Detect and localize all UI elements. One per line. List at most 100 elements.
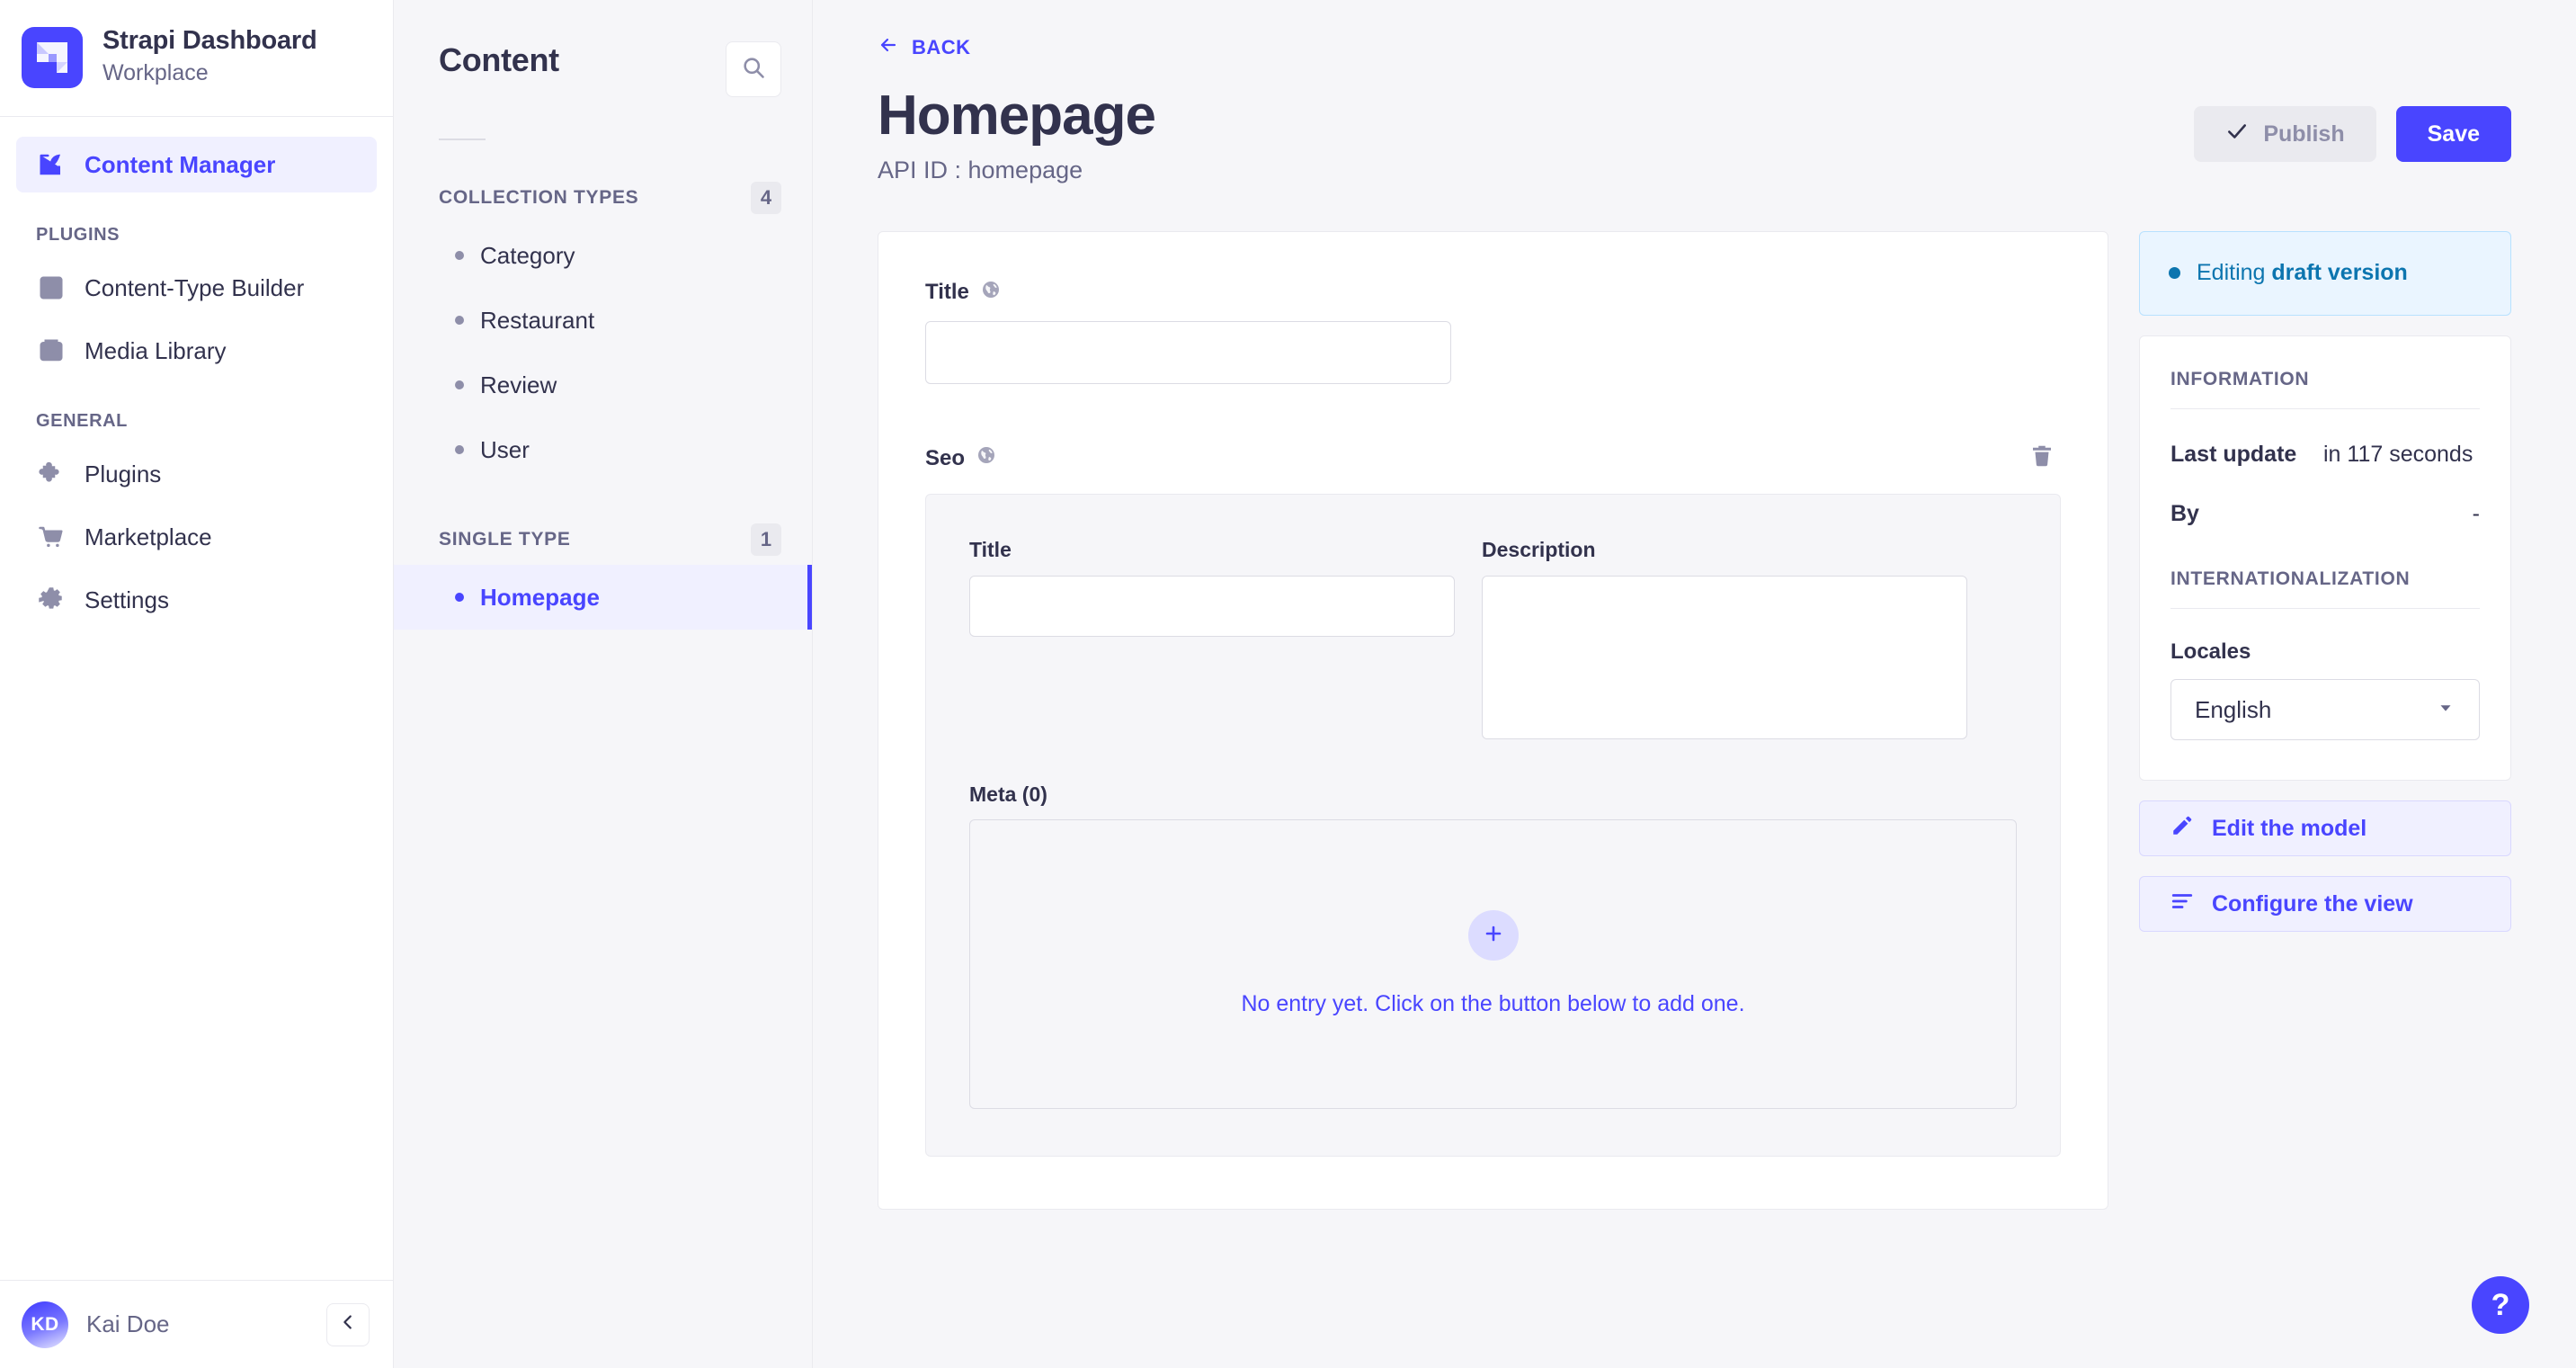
sidebar-item-plugins[interactable]: Plugins	[16, 446, 377, 502]
single-type-count-badge: 1	[751, 523, 781, 556]
user-name: Kai Doe	[86, 1310, 170, 1337]
internationalization-heading: INTERNATIONALIZATION	[2170, 568, 2480, 610]
sidebar-item-settings[interactable]: Settings	[16, 572, 377, 628]
sidebar-item-content-manager[interactable]: Content Manager	[16, 137, 377, 192]
title-label-text: Title	[925, 280, 969, 305]
bullet-icon	[455, 316, 464, 325]
info-row-by: By -	[2170, 499, 2480, 530]
shopping-cart-icon	[36, 522, 67, 552]
avatar[interactable]: KD	[22, 1301, 68, 1348]
rail-button-label: Configure the view	[2212, 890, 2413, 916]
list-item-homepage[interactable]: Homepage	[394, 565, 812, 630]
question-mark-icon: ?	[2491, 1287, 2510, 1322]
seo-description-textarea[interactable]	[1482, 575, 1967, 739]
globe-icon	[976, 444, 997, 472]
page-subtitle: API ID : homepage	[878, 156, 1083, 183]
meta-empty-message: No entry yet. Click on the button below …	[1241, 991, 1745, 1017]
sidebar-collapse-button[interactable]	[326, 1302, 370, 1346]
bullet-icon	[455, 251, 464, 260]
save-button[interactable]: Save	[2395, 106, 2511, 162]
globe-icon	[980, 279, 1002, 307]
draft-prefix: Editing	[2197, 260, 2272, 286]
help-button[interactable]: ?	[2472, 1276, 2529, 1334]
strapi-logo-icon	[22, 26, 83, 88]
chevron-left-icon	[338, 1312, 358, 1337]
seo-fields-row: Title Description	[969, 538, 2017, 739]
info-value: -	[2472, 500, 2480, 526]
publish-label: Publish	[2263, 121, 2345, 147]
group-label: SINGLE TYPE	[439, 529, 571, 550]
collection-types-group-header: COLLECTION TYPES 4	[394, 140, 812, 223]
plus-icon	[1483, 923, 1504, 949]
publish-button[interactable]: Publish	[2194, 106, 2376, 162]
list-item-label: Restaurant	[480, 306, 595, 334]
sidebar-item-marketplace[interactable]: Marketplace	[16, 509, 377, 565]
seo-description-field: Description	[1482, 538, 1967, 739]
seo-title-label: Title	[969, 537, 1012, 561]
feather-icon	[36, 149, 67, 180]
bullet-icon	[455, 380, 464, 389]
gear-icon	[36, 585, 67, 615]
list-item-restaurant[interactable]: Restaurant	[394, 288, 812, 353]
group-label: COLLECTION TYPES	[439, 187, 639, 208]
list-item-label: User	[480, 435, 530, 463]
seo-component-header: Seo	[925, 440, 2061, 478]
brand-title: Strapi Dashboard	[103, 26, 317, 56]
main-content: BACK Homepage API ID : homepage Publish	[813, 0, 2576, 1368]
sidebar-item-label: Plugins	[85, 460, 162, 487]
meta-label: Meta (0)	[969, 782, 1047, 806]
information-card: INFORMATION Last update in 117 seconds B…	[2139, 335, 2511, 782]
trash-icon	[2028, 443, 2055, 474]
rail-button-label: Edit the model	[2212, 815, 2367, 841]
status-badge: Editing draft version	[2197, 260, 2408, 286]
search-button[interactable]	[726, 41, 781, 97]
title-row: Homepage API ID : homepage Publish Save	[878, 85, 2511, 184]
search-icon	[741, 55, 766, 85]
list-item-user[interactable]: User	[394, 417, 812, 482]
arrow-left-icon	[878, 34, 899, 61]
sliders-icon	[2170, 890, 2194, 919]
pencil-icon	[2170, 814, 2194, 844]
entry-sidebar: Editing draft version INFORMATION Last u…	[2139, 230, 2511, 933]
seo-title-input[interactable]	[969, 575, 1455, 637]
sidebar-item-label: Marketplace	[85, 523, 212, 550]
sidebar-item-content-type-builder[interactable]: Content-Type Builder	[16, 260, 377, 316]
save-label: Save	[2427, 121, 2480, 147]
edit-the-model-button[interactable]: Edit the model	[2139, 800, 2511, 857]
sidebar-item-label: Settings	[85, 586, 169, 613]
list-item-label: Category	[480, 241, 575, 269]
list-item-category[interactable]: Category	[394, 223, 812, 288]
list-item-label: Review	[480, 371, 557, 398]
bullet-icon	[455, 593, 464, 602]
panel-divider	[439, 139, 486, 140]
main-sidebar: Strapi Dashboard Workplace Content Manag…	[0, 0, 394, 1368]
seo-description-label: Description	[1482, 537, 1596, 561]
list-item-review[interactable]: Review	[394, 353, 812, 417]
header-actions: Publish Save	[2194, 86, 2511, 162]
page-header: BACK Homepage API ID : homepage Publish	[813, 0, 2576, 184]
back-button[interactable]: BACK	[878, 34, 971, 61]
meta-empty-state: No entry yet. Click on the button below …	[969, 818, 2017, 1109]
puzzle-icon	[36, 459, 67, 489]
editor-layout: Title Seo	[813, 184, 2576, 1210]
sidebar-section-general: GENERAL	[36, 411, 128, 431]
sidebar-item-media-library[interactable]: Media Library	[16, 323, 377, 379]
sidebar-item-label: Media Library	[85, 336, 227, 364]
chevron-down-icon	[2436, 696, 2456, 724]
title-input[interactable]	[925, 320, 1451, 384]
locale-select[interactable]: English	[2170, 679, 2480, 741]
sidebar-nav: Content Manager PLUGINS Content-Type Bui…	[0, 117, 393, 1280]
info-value: in 117 seconds	[2323, 441, 2473, 467]
sidebar-user-area: KD Kai Doe	[0, 1280, 393, 1368]
configure-the-view-button[interactable]: Configure the view	[2139, 876, 2511, 933]
page-title: Homepage	[878, 85, 1156, 147]
info-row-last-update: Last update in 117 seconds	[2170, 440, 2480, 470]
delete-seo-component-button[interactable]	[2023, 440, 2061, 478]
draft-status-banner: Editing draft version	[2139, 230, 2511, 316]
check-icon	[2225, 120, 2249, 149]
add-meta-entry-button[interactable]	[1467, 910, 1519, 961]
single-type-group-header: SINGLE TYPE 1	[394, 482, 812, 565]
sidebar-brand[interactable]: Strapi Dashboard Workplace	[0, 0, 393, 117]
layout-icon	[36, 273, 67, 303]
